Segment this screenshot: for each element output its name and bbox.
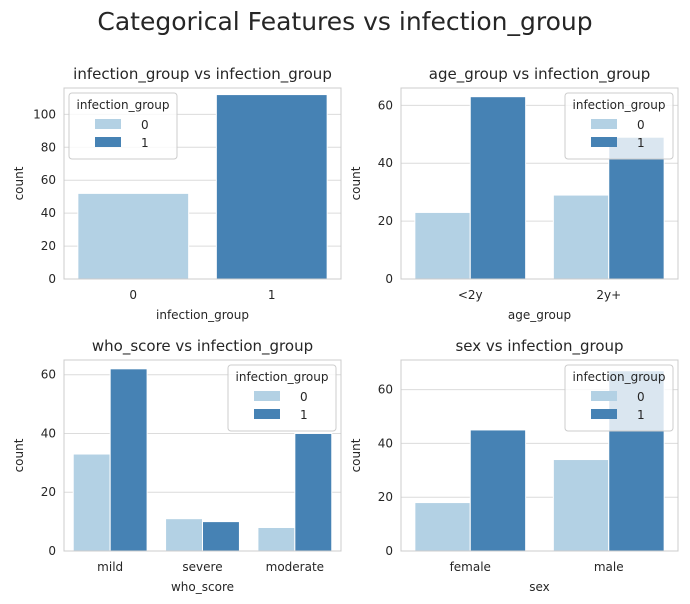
y-tick-label: 80	[41, 140, 56, 154]
legend-swatch-0	[591, 391, 617, 401]
y-tick-label: 40	[378, 156, 393, 170]
legend: infection_group 0 1	[227, 364, 337, 432]
x-axis-label: sex	[529, 580, 550, 594]
axes-frame	[400, 359, 679, 552]
legend-label-0: 0	[637, 390, 645, 404]
bar-mild-group-1	[109, 368, 148, 552]
y-tick-label: 40	[41, 426, 56, 440]
x-tick-label: 1	[268, 288, 276, 302]
y-tick-label: 20	[41, 239, 56, 253]
bar-0-group-0	[77, 192, 190, 280]
subplot-2: 0 20 40 60 <2y 2y+ age_group count age_group vs …	[349, 65, 679, 322]
axes-frame	[63, 359, 342, 552]
bar-moderate-group-1	[294, 432, 333, 552]
subplot-title: who_score vs infection_group	[92, 337, 313, 356]
y-axis-label: count	[12, 166, 26, 200]
legend-swatch-0	[591, 119, 617, 129]
legend-swatch-0	[95, 119, 121, 129]
bar-<2y-group-0	[414, 211, 471, 280]
x-tick-label: 2y+	[596, 288, 621, 302]
bar-moderate-group-0	[257, 526, 296, 552]
legend-label-1: 1	[637, 136, 645, 150]
x-tick-label: male	[594, 560, 624, 574]
legend-label-0: 0	[141, 118, 149, 132]
y-tick-label: 40	[378, 436, 393, 450]
y-axis-label: count	[349, 438, 363, 472]
bar-male-group-0	[552, 459, 610, 552]
bar-2y+-group-1	[608, 136, 665, 280]
legend-title: infection_group	[573, 370, 666, 384]
x-axis-label: age_group	[508, 308, 571, 322]
x-tick-label: female	[450, 560, 491, 574]
legend-swatch-1	[95, 137, 121, 147]
y-tick-label: 60	[41, 368, 56, 382]
legend-label-1: 1	[141, 136, 149, 150]
y-tick-label: 60	[378, 98, 393, 112]
bar-severe-group-1	[202, 521, 240, 552]
legend-title: infection_group	[573, 98, 666, 112]
bar-severe-group-0	[165, 518, 203, 552]
axes-frame	[63, 87, 342, 280]
legend: infection_group 0 1	[564, 92, 674, 160]
subplot-title: age_group vs infection_group	[429, 65, 650, 84]
y-tick-label: 0	[385, 272, 393, 286]
bar-female-group-0	[414, 502, 471, 552]
subplot-title: sex vs infection_group	[455, 337, 623, 356]
x-tick-label: mild	[97, 560, 123, 574]
legend-swatch-1	[591, 409, 617, 419]
x-tick-label: 0	[129, 288, 137, 302]
y-tick-label: 40	[41, 206, 56, 220]
bar-female-group-1	[469, 429, 527, 552]
subplot-4: 0 20 40 60 female male sex count sex vs infectio…	[349, 337, 679, 594]
y-tick-label: 0	[48, 544, 56, 558]
y-tick-label: 20	[378, 214, 393, 228]
x-axis-label: who_score	[171, 580, 234, 594]
legend-label-1: 1	[300, 408, 308, 422]
legend-title: infection_group	[77, 98, 170, 112]
legend: infection_group 0 1	[564, 364, 674, 432]
bar-mild-group-0	[72, 453, 111, 552]
y-tick-label: 0	[385, 544, 393, 558]
y-tick-label: 0	[48, 272, 56, 286]
x-axis-label: infection_group	[156, 308, 249, 322]
y-axis-label: count	[12, 438, 26, 472]
subplot-title: infection_group vs infection_group	[73, 65, 332, 84]
legend: infection_group 0 1	[68, 92, 178, 160]
legend-swatch-1	[591, 137, 617, 147]
bar-1-group-1	[215, 94, 328, 280]
legend-label-1: 1	[637, 408, 645, 422]
x-tick-label: <2y	[458, 288, 483, 302]
x-tick-label: severe	[182, 560, 222, 574]
legend-swatch-0	[254, 391, 280, 401]
x-tick-label: moderate	[266, 560, 324, 574]
legend-swatch-1	[254, 409, 280, 419]
legend-label-0: 0	[300, 390, 308, 404]
bar-2y+-group-0	[552, 194, 610, 280]
legend-label-0: 0	[637, 118, 645, 132]
figure-title: Categorical Features vs infection_group	[97, 7, 592, 36]
y-tick-label: 60	[41, 173, 56, 187]
y-tick-label: 60	[378, 383, 393, 397]
legend-title: infection_group	[236, 370, 329, 384]
y-tick-label: 20	[378, 490, 393, 504]
y-tick-label: 100	[33, 107, 56, 121]
axes-frame	[400, 87, 679, 280]
subplot-3: 0 20 40 60 mild severe moderate who_score count w…	[12, 337, 342, 594]
bar-<2y-group-1	[469, 96, 527, 280]
y-axis-label: count	[349, 166, 363, 200]
y-tick-label: 20	[41, 485, 56, 499]
